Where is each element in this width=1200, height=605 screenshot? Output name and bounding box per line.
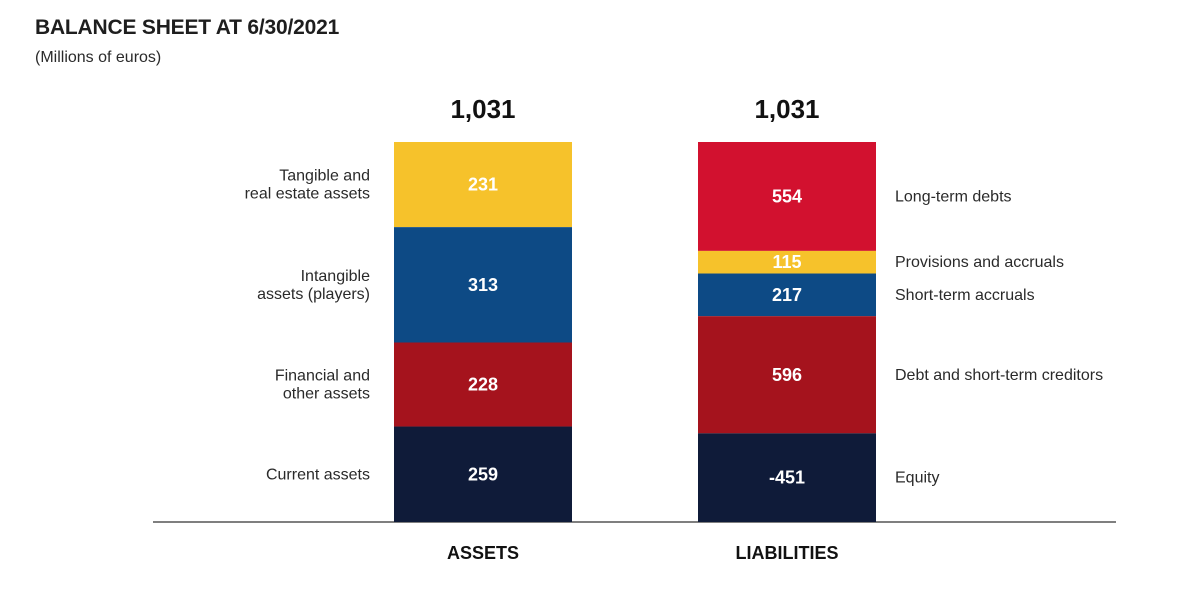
bar-segment — [394, 342, 572, 427]
data-label: 231 — [468, 175, 498, 195]
bar-segment — [698, 316, 876, 434]
data-label: 596 — [772, 365, 802, 385]
segment-name: Provisions and accruals — [895, 254, 1064, 271]
data-label: 217 — [772, 285, 802, 305]
data-label: 115 — [772, 252, 801, 272]
segment-name: Equity — [895, 470, 939, 487]
data-label: 313 — [468, 275, 498, 295]
bar-segment — [394, 142, 572, 228]
segment-name: Short-term accruals — [895, 287, 1035, 304]
segment-name: Tangible and real estate assets — [245, 168, 370, 203]
bar-segment — [394, 227, 572, 343]
chart-title: BALANCE SHEET AT 6/30/2021 — [35, 16, 340, 39]
data-label: 259 — [468, 464, 498, 484]
bar-segment — [698, 250, 876, 274]
bar-segment — [698, 433, 876, 522]
segment-name: Financial and other assets — [275, 368, 370, 403]
segment-name: Current assets — [266, 466, 370, 483]
total-label: 1,031 — [450, 94, 515, 124]
segment-name: Intangible assets (players) — [257, 268, 370, 303]
chart-subtitle: (Millions of euros) — [35, 49, 162, 66]
bar-segment — [698, 142, 876, 251]
segment-name: Debt and short-term creditors — [895, 367, 1103, 384]
category-label: LIABILITIES — [736, 543, 839, 563]
bar-segment — [698, 273, 876, 317]
data-label: 554 — [772, 186, 802, 206]
data-label: -451 — [769, 468, 805, 488]
data-label: 228 — [468, 375, 498, 395]
segment-name: Long-term debts — [895, 188, 1012, 205]
category-label: ASSETS — [447, 543, 519, 563]
bar-segment — [394, 426, 572, 522]
total-label: 1,031 — [754, 94, 819, 124]
